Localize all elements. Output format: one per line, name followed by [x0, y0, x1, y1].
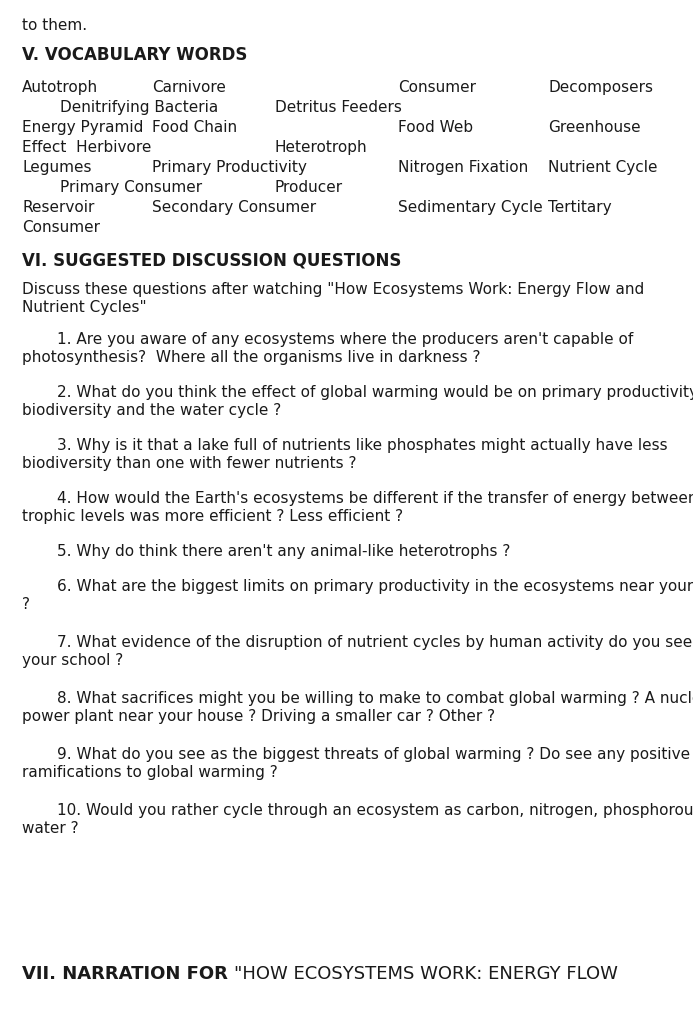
Text: VII. NARRATION FOR: VII. NARRATION FOR	[22, 965, 234, 983]
Text: Producer: Producer	[275, 180, 343, 195]
Text: Discuss these questions after watching "How Ecosystems Work: Energy Flow and: Discuss these questions after watching "…	[22, 282, 644, 297]
Text: 6. What are the biggest limits on primary productivity in the ecosystems near yo: 6. What are the biggest limits on primar…	[57, 579, 693, 594]
Text: Food Chain: Food Chain	[152, 120, 237, 135]
Text: Legumes: Legumes	[22, 160, 91, 175]
Text: VI. SUGGESTED DISCUSSION QUESTIONS: VI. SUGGESTED DISCUSSION QUESTIONS	[22, 252, 401, 270]
Text: 10. Would you rather cycle through an ecosystem as carbon, nitrogen, phosphorous: 10. Would you rather cycle through an ec…	[57, 803, 693, 818]
Text: ?: ?	[22, 597, 30, 612]
Text: "HOW ECOSYSTEMS WORK: ENERGY FLOW: "HOW ECOSYSTEMS WORK: ENERGY FLOW	[234, 965, 618, 983]
Text: Carnivore: Carnivore	[152, 80, 226, 95]
Text: 2. What do you think the effect of global warming would be on primary productivi: 2. What do you think the effect of globa…	[57, 385, 693, 400]
Text: water ?: water ?	[22, 821, 78, 836]
Text: Tertitary: Tertitary	[548, 200, 612, 215]
Text: Primary Productivity: Primary Productivity	[152, 160, 307, 175]
Text: Effect  Herbivore: Effect Herbivore	[22, 140, 151, 155]
Text: Food Web: Food Web	[398, 120, 473, 135]
Text: Greenhouse: Greenhouse	[548, 120, 640, 135]
Text: 4. How would the Earth's ecosystems be different if the transfer of energy betwe: 4. How would the Earth's ecosystems be d…	[57, 490, 693, 506]
Text: Primary Consumer: Primary Consumer	[60, 180, 202, 195]
Text: 1. Are you aware of any ecosystems where the producers aren't capable of: 1. Are you aware of any ecosystems where…	[57, 332, 633, 347]
Text: Denitrifying Bacteria: Denitrifying Bacteria	[60, 100, 218, 115]
Text: 8. What sacrifices might you be willing to make to combat global warming ? A nuc: 8. What sacrifices might you be willing …	[57, 691, 693, 706]
Text: Energy Pyramid: Energy Pyramid	[22, 120, 143, 135]
Text: 3. Why is it that a lake full of nutrients like phosphates might actually have l: 3. Why is it that a lake full of nutrien…	[57, 438, 667, 453]
Text: Nutrient Cycles": Nutrient Cycles"	[22, 300, 147, 315]
Text: 5. Why do think there aren't any animal-like heterotrophs ?: 5. Why do think there aren't any animal-…	[57, 544, 510, 559]
Text: 9. What do you see as the biggest threats of global warming ? Do see any positiv: 9. What do you see as the biggest threat…	[57, 746, 690, 762]
Text: Consumer: Consumer	[22, 220, 100, 234]
Text: Secondary Consumer: Secondary Consumer	[152, 200, 316, 215]
Text: 7. What evidence of the disruption of nutrient cycles by human activity do you s: 7. What evidence of the disruption of nu…	[57, 635, 693, 650]
Text: Autotroph: Autotroph	[22, 80, 98, 95]
Text: Reservoir: Reservoir	[22, 200, 94, 215]
Text: Nitrogen Fixation: Nitrogen Fixation	[398, 160, 528, 175]
Text: Consumer: Consumer	[398, 80, 476, 95]
Text: Heterotroph: Heterotroph	[275, 140, 367, 155]
Text: Sedimentary Cycle: Sedimentary Cycle	[398, 200, 543, 215]
Text: your school ?: your school ?	[22, 653, 123, 668]
Text: power plant near your house ? Driving a smaller car ? Other ?: power plant near your house ? Driving a …	[22, 709, 495, 724]
Text: V. VOCABULARY WORDS: V. VOCABULARY WORDS	[22, 46, 247, 63]
Text: Detritus Feeders: Detritus Feeders	[275, 100, 402, 115]
Text: Nutrient Cycle: Nutrient Cycle	[548, 160, 658, 175]
Text: biodiversity than one with fewer nutrients ?: biodiversity than one with fewer nutrien…	[22, 456, 356, 471]
Text: biodiversity and the water cycle ?: biodiversity and the water cycle ?	[22, 403, 281, 418]
Text: photosynthesis?  Where all the organisms live in darkness ?: photosynthesis? Where all the organisms …	[22, 350, 480, 365]
Text: to them.: to them.	[22, 18, 87, 33]
Text: ramifications to global warming ?: ramifications to global warming ?	[22, 765, 278, 780]
Text: trophic levels was more efficient ? Less efficient ?: trophic levels was more efficient ? Less…	[22, 509, 403, 524]
Text: Decomposers: Decomposers	[548, 80, 653, 95]
